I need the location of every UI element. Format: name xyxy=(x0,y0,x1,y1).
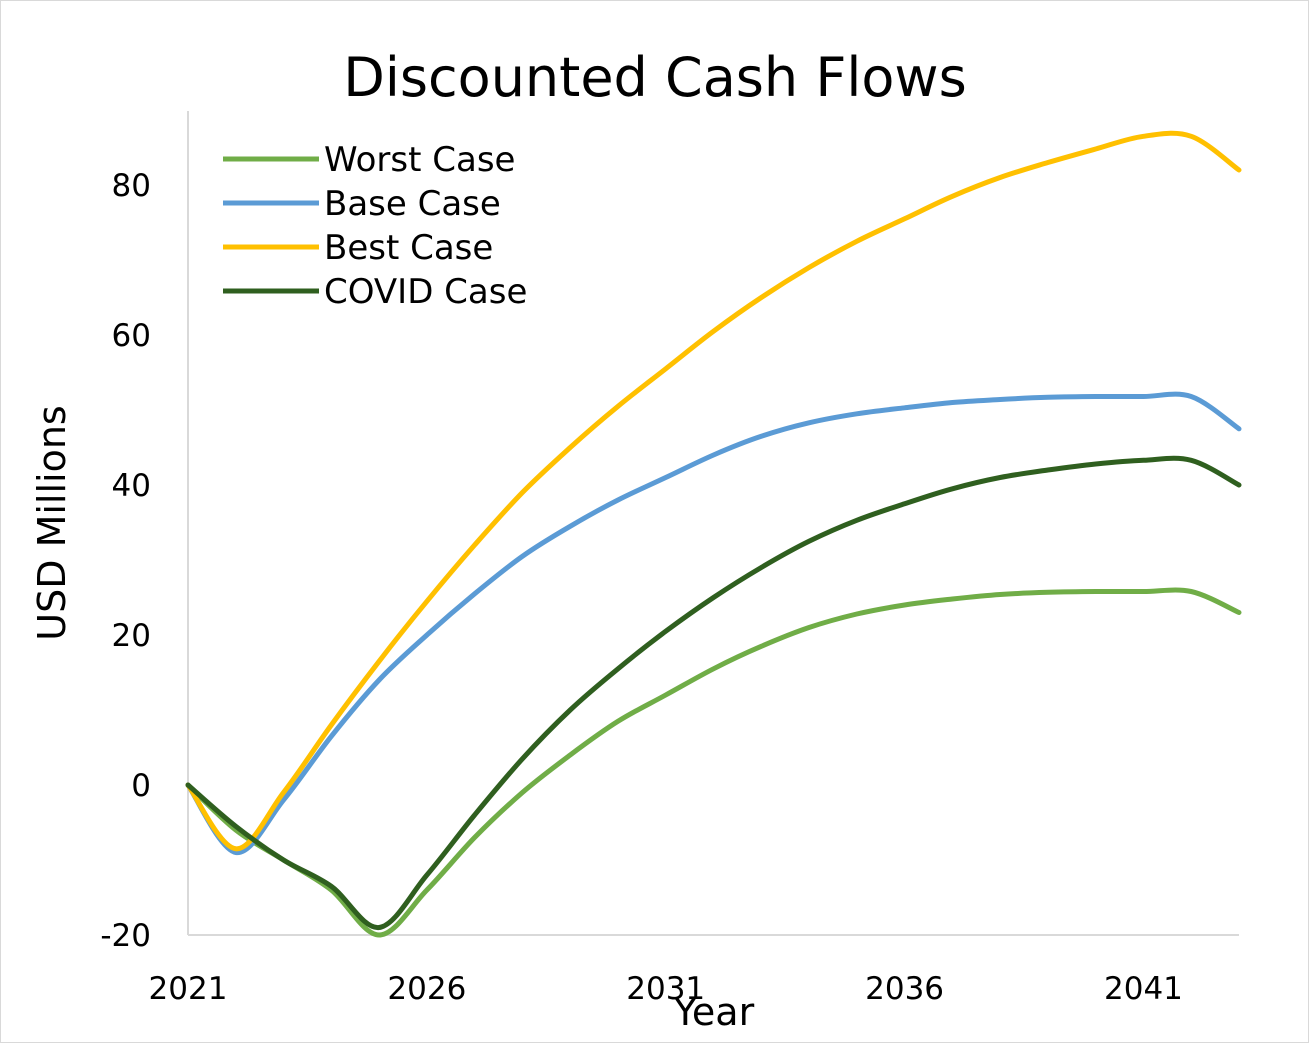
legend-label-covid-case: COVID Case xyxy=(324,272,527,312)
y-tick-label: 20 xyxy=(112,618,151,654)
y-tick-label: 80 xyxy=(112,168,151,204)
y-axis-label: USD Millions xyxy=(30,405,74,640)
x-tick-label: 2041 xyxy=(1104,971,1183,1007)
legend-label-best-case: Best Case xyxy=(324,228,493,268)
series-line-best-case xyxy=(185,130,1242,852)
x-tick-label: 2021 xyxy=(149,971,228,1007)
y-tick-label: 0 xyxy=(131,768,151,804)
x-tick-label: 2036 xyxy=(865,971,944,1007)
x-axis-label: Year xyxy=(673,990,755,1034)
series-line-worst-case xyxy=(185,587,1242,938)
y-tick-labels: -20 0 20 40 60 80 xyxy=(100,168,151,954)
legend-label-worst-case: Worst Case xyxy=(324,140,515,180)
series-lines xyxy=(185,130,1242,938)
series-line-covid-case xyxy=(185,455,1242,930)
chart-title: Discounted Cash Flows xyxy=(343,46,966,109)
y-tick-label: 40 xyxy=(112,468,151,504)
legend-label-base-case: Base Case xyxy=(324,184,501,224)
series-line-base-case xyxy=(185,391,1242,855)
y-tick-label: -20 xyxy=(100,918,151,954)
x-tick-labels: 2021 2026 2031 2036 2041 xyxy=(149,971,1183,1007)
y-tick-label: 60 xyxy=(112,318,151,354)
x-tick-label: 2031 xyxy=(626,971,705,1007)
x-tick-label: 2026 xyxy=(387,971,466,1007)
